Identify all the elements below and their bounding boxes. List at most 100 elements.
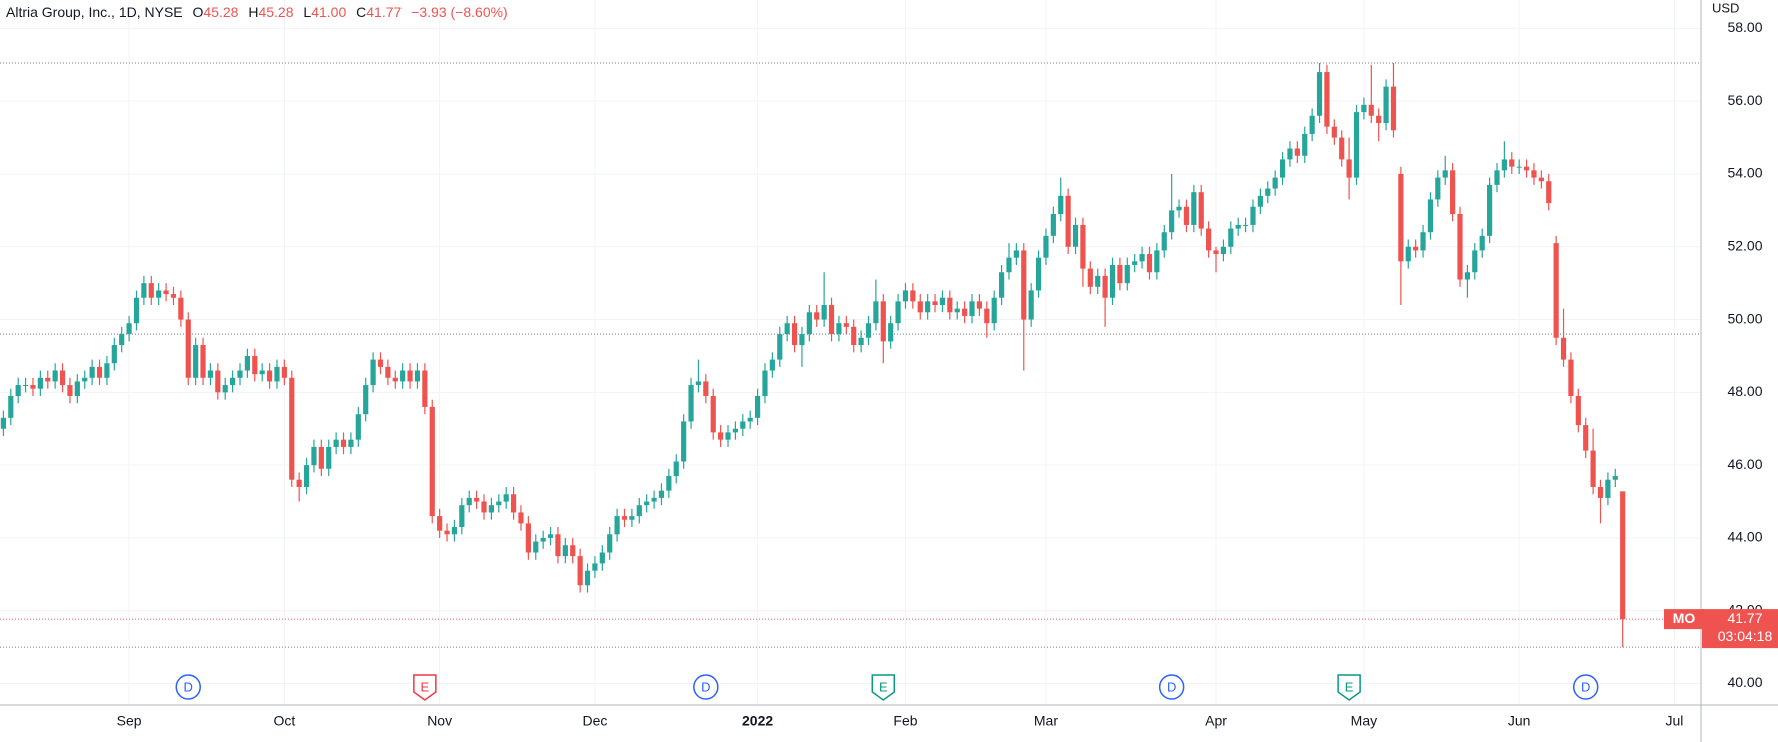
candle-body <box>474 497 480 502</box>
candle-body <box>289 377 295 480</box>
x-tick-label: May <box>1351 713 1377 729</box>
candle-body <box>533 541 539 553</box>
candle-body <box>1265 188 1271 196</box>
candle-body <box>1287 148 1293 160</box>
candle-body <box>459 505 465 528</box>
price-tag-countdown: 03:04:18 <box>1718 628 1773 644</box>
candle-body <box>666 476 672 491</box>
candle-body <box>1420 232 1426 251</box>
candle-body <box>377 359 384 367</box>
candle-body <box>8 395 14 418</box>
candle-body <box>695 381 702 386</box>
price-tag-symbol-bg <box>1664 609 1704 630</box>
candle-body <box>178 297 184 320</box>
candle-body <box>22 385 29 387</box>
event-label: E <box>421 679 430 694</box>
candle-body <box>207 370 214 378</box>
x-tick-label: 2022 <box>742 713 773 729</box>
candle-body <box>59 370 66 386</box>
candle-body <box>954 308 960 313</box>
candle-body <box>133 297 140 324</box>
candle-body <box>1220 246 1227 255</box>
candle-body <box>392 377 398 382</box>
currency-label: USD <box>1712 0 1739 15</box>
candle-body <box>932 301 938 306</box>
candle-body <box>1035 257 1042 291</box>
candle-body <box>1538 177 1544 182</box>
candle-body <box>1080 224 1086 269</box>
candle-body <box>170 294 177 298</box>
candle-body <box>592 563 598 571</box>
x-tick-label: Jul <box>1665 713 1683 729</box>
candle-body <box>540 537 546 542</box>
candle-body <box>799 334 805 346</box>
candle-body <box>1132 261 1138 265</box>
x-tick-label: Sep <box>117 713 142 729</box>
candle-body <box>200 345 206 378</box>
candle-body <box>1257 195 1263 207</box>
candle-body <box>1442 170 1448 178</box>
candle-body <box>747 417 753 422</box>
candle-body <box>1479 235 1485 251</box>
candle-body <box>274 366 280 382</box>
candle-body <box>1612 476 1618 480</box>
y-tick-label: 52.00 <box>1727 237 1762 253</box>
candle-body <box>1316 72 1323 116</box>
candle-body <box>1597 486 1604 498</box>
price-tag-bg <box>1702 609 1778 649</box>
chart-title: Altria Group, Inc., 1D, NYSE <box>6 4 183 20</box>
candle-body <box>1583 425 1589 451</box>
candle-body <box>303 465 310 487</box>
candle-body <box>888 323 894 342</box>
candle-body <box>651 497 657 502</box>
event-label: D <box>701 679 710 694</box>
candle-body <box>156 290 162 298</box>
legend-header: Altria Group, Inc., 1D, NYSE O45.28 H45.… <box>6 4 508 20</box>
candle-body <box>230 377 236 386</box>
candle-body <box>547 534 554 538</box>
candle-body <box>510 494 517 513</box>
event-label: D <box>1581 679 1590 694</box>
candle-body <box>1072 224 1079 247</box>
candle-body <box>488 505 495 513</box>
candle-body <box>1006 257 1012 273</box>
candle-body <box>577 556 583 586</box>
candle-body <box>370 359 376 386</box>
candle-body <box>1154 250 1160 273</box>
candle-body <box>1235 224 1241 229</box>
candle-body <box>836 323 842 335</box>
candle-body <box>1523 166 1530 171</box>
candle-body <box>1339 137 1345 160</box>
candle-body <box>925 301 931 313</box>
event-marker <box>871 674 896 701</box>
candle-body <box>718 432 724 440</box>
candle-body <box>1139 254 1145 262</box>
candle-body <box>873 301 879 324</box>
candle-body <box>37 377 43 389</box>
candle-body <box>1472 250 1478 273</box>
candle-body <box>296 479 302 487</box>
candle-body <box>1065 195 1071 247</box>
candle-body <box>821 305 827 320</box>
candle-body <box>1376 115 1382 124</box>
candle-body <box>1361 104 1367 113</box>
candle-body <box>555 534 561 557</box>
event-label: D <box>184 679 193 694</box>
candle-body <box>311 446 317 466</box>
candle-body <box>828 305 835 335</box>
candle-body <box>496 501 502 506</box>
event-marker <box>1158 674 1185 700</box>
candle-body <box>333 439 339 447</box>
candle-body <box>1087 268 1093 287</box>
candle-body <box>318 446 324 469</box>
candle-body <box>215 370 221 393</box>
candle-body <box>1050 214 1056 236</box>
candle-body <box>1390 86 1397 131</box>
candle-body <box>865 323 872 338</box>
y-tick-label: 44.00 <box>1727 529 1762 545</box>
candle-body <box>126 323 132 335</box>
candle-body <box>621 516 628 520</box>
candle-body <box>355 414 361 440</box>
candle-body <box>998 272 1005 298</box>
candle-body <box>784 323 790 335</box>
